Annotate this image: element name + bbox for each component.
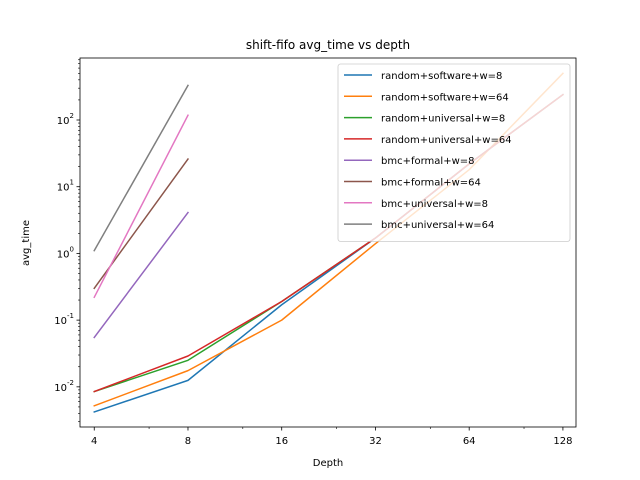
series-line-4 [93, 211, 190, 339]
x-tick-label: 128 [553, 436, 572, 447]
plot-frame [79, 57, 577, 428]
series-line-7 [93, 84, 190, 252]
y-tick-exponent: -1 [67, 312, 74, 320]
y-tick-label: 10-2 [54, 379, 74, 394]
y-tick-label: 100 [57, 245, 74, 260]
x-tick-label: 64 [463, 436, 476, 447]
y-tick-base: 10 [54, 316, 67, 327]
x-tick-label: 16 [275, 436, 288, 447]
legend-label-0: random+software+w=8 [381, 71, 502, 82]
y-tick-exponent: -2 [67, 379, 74, 387]
x-tick-label: 4 [91, 436, 97, 447]
legend-label-7: bmc+universal+w=64 [381, 220, 494, 231]
x-tick-label: 8 [185, 436, 191, 447]
legend-label-4: bmc+formal+w=8 [381, 156, 475, 167]
legend-label-6: bmc+universal+w=8 [381, 199, 488, 210]
x-axis-ticks: 4 8 16 32 64 128 [91, 427, 572, 447]
y-tick-exponent: 2 [70, 112, 74, 120]
chart-title: shift-fifo avg_time vs depth [246, 38, 410, 52]
y-tick-label: 101 [57, 179, 74, 194]
legend-label-3: random+universal+w=64 [381, 135, 512, 146]
series-line-6 [93, 114, 189, 299]
y-tick-base: 10 [57, 116, 70, 127]
legend: random+software+w=8 random+software+w=64 r… [337, 63, 571, 242]
y-tick-label: 10-1 [54, 312, 74, 327]
legend-box [337, 63, 571, 242]
y-tick-base: 10 [54, 383, 67, 394]
x-tick-label: 32 [369, 436, 382, 447]
y-tick-base: 10 [57, 183, 70, 194]
legend-label-2: random+universal+w=8 [381, 114, 505, 125]
legend-label-1: random+software+w=64 [381, 92, 509, 103]
y-tick-exponent: 0 [70, 245, 74, 253]
x-axis-title: Depth [313, 458, 343, 469]
y-tick-label: 102 [57, 112, 74, 127]
y-axis-title: avg_time [21, 220, 32, 266]
y-tick-exponent: 1 [70, 179, 74, 187]
y-tick-base: 10 [57, 249, 70, 260]
legend-label-5: bmc+formal+w=64 [381, 178, 481, 189]
